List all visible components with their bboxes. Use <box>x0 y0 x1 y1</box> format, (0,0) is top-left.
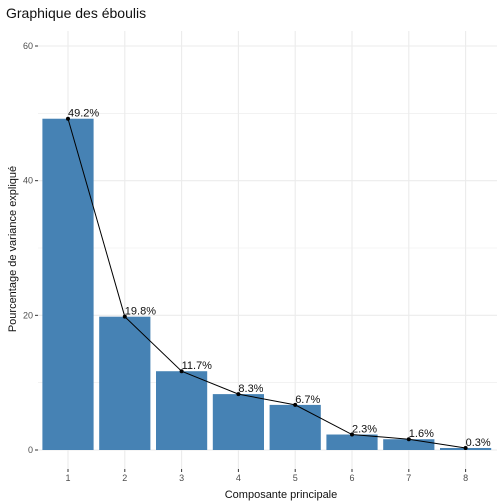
variance-point <box>406 437 411 442</box>
bars-layer <box>42 118 492 450</box>
x-tick-label: 7 <box>406 473 411 483</box>
variance-point <box>236 392 241 397</box>
variance-point <box>66 116 70 121</box>
x-axis-title: Composante principale <box>225 489 338 501</box>
variance-point <box>463 445 468 450</box>
x-tick-label: 4 <box>236 473 241 483</box>
y-tick-label: 60 <box>23 41 33 51</box>
x-tick-label: 8 <box>463 473 468 483</box>
line-layer <box>66 116 468 450</box>
y-tick-label: 20 <box>23 310 33 320</box>
variance-point <box>122 314 127 319</box>
axis-layer: 0 20 40 60 1 2 3 4 5 6 7 8 <box>23 41 468 483</box>
chart-title: Graphique des éboulis <box>6 5 146 21</box>
data-label: 11.7% <box>182 360 213 372</box>
data-label: 0.3% <box>466 437 491 449</box>
bar-component-7 <box>383 439 435 450</box>
x-tick-label: 5 <box>293 473 298 483</box>
y-tick-label: 0 <box>28 445 33 455</box>
x-tick-label: 6 <box>349 473 354 483</box>
bar-component-3 <box>156 371 208 450</box>
y-axis-title: Pourcentage de variance expliqué <box>7 166 19 332</box>
data-label: 8.3% <box>238 383 263 395</box>
data-label: 1.6% <box>409 428 434 440</box>
y-tick-label: 40 <box>23 176 33 186</box>
variance-point <box>293 402 298 407</box>
x-tick-label: 2 <box>122 473 127 483</box>
x-tick-label: 1 <box>65 473 70 483</box>
labels-layer: 49.2% 19.8% 11.7% 8.3% 6.7% 2.3% 1.6% 0.3% <box>68 108 491 449</box>
variance-line <box>67 118 466 449</box>
bar-component-1 <box>42 118 94 450</box>
data-label: 19.8% <box>125 306 156 318</box>
data-label: 2.3% <box>352 424 377 436</box>
bar-component-6 <box>326 434 378 450</box>
data-label: 49.2% <box>68 108 99 120</box>
x-tick-label: 3 <box>179 473 184 483</box>
variance-point <box>350 432 354 437</box>
variance-point <box>179 369 184 374</box>
data-label: 6.7% <box>295 394 320 406</box>
bar-component-4 <box>212 394 264 450</box>
bar-component-5 <box>269 404 321 450</box>
bar-component-2 <box>99 316 151 450</box>
